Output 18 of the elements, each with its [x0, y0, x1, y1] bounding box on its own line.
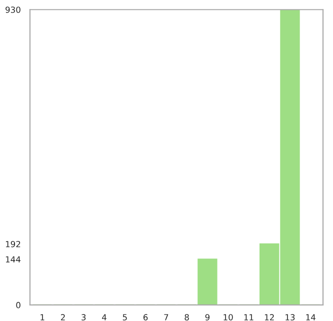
y-tick-label: 144 — [6, 256, 20, 262]
y-tick-label: 192 — [6, 240, 20, 248]
y-tick-label: 930 — [6, 6, 20, 13]
x-tick-label: 6 — [143, 314, 148, 320]
x-tick-label: 13 — [286, 314, 295, 320]
x-tick-label: 3 — [82, 314, 86, 320]
x-tick-label: 10 — [224, 314, 233, 320]
x-tick-label: 9 — [205, 314, 210, 320]
x-tick-label: 12 — [264, 314, 274, 320]
x-tick-label: 8 — [184, 314, 189, 320]
x-tick-label: 5 — [122, 314, 127, 320]
x-tick-label: 2 — [60, 314, 65, 320]
x-tick-label: 1 — [40, 314, 44, 320]
x-tick-label: 14 — [306, 314, 316, 320]
y-tick-label: 0 — [16, 302, 20, 308]
x-tick-label: 4 — [102, 314, 106, 320]
x-tick-label: 11 — [244, 314, 254, 320]
x-tick-label: 7 — [164, 314, 168, 320]
